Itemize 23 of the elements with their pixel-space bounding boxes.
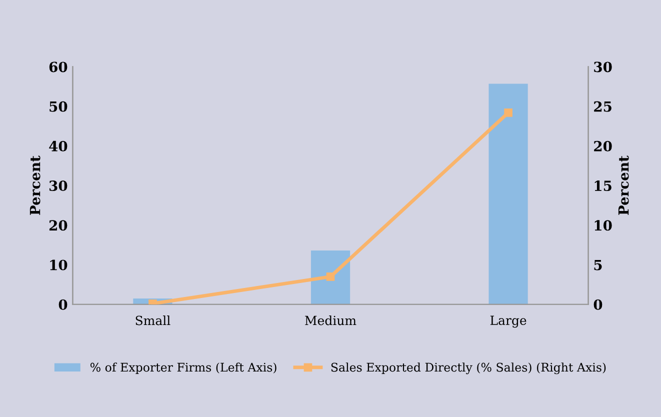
y-tick-label: 30 [49, 180, 68, 192]
x-tick-label: Small [136, 316, 170, 326]
y2-tick-label: 0 [594, 299, 602, 310]
y-tick-label: 60 [49, 62, 68, 72]
y2-tick-label: 30 [594, 62, 612, 72]
legend-label: % of Exporter Firms (Left Axis) [90, 362, 276, 374]
legend-label: Sales Exported Directly (% Sales) (Right Axis) [331, 362, 606, 374]
y2-axis-title: Percent [618, 156, 629, 215]
y2-tick-label: 10 [594, 220, 612, 231]
y-axis-title: Percent [30, 156, 40, 215]
y-tick-label: 20 [49, 220, 68, 231]
y2-tick-label: 20 [594, 140, 612, 152]
y2-tick-label: 25 [594, 101, 612, 112]
y-tick-label: 40 [49, 140, 68, 152]
y2-tick-label: 15 [594, 180, 612, 192]
x-tick-label: Large [490, 316, 526, 328]
bar [488, 84, 528, 304]
y-tick-label: 50 [50, 101, 68, 112]
bar [310, 250, 350, 304]
y-tick-label: 10 [50, 260, 68, 270]
x-tick-label: Medium [305, 316, 356, 326]
y-tick-label: 0 [58, 299, 68, 310]
y2-tick-label: 5 [594, 260, 602, 270]
